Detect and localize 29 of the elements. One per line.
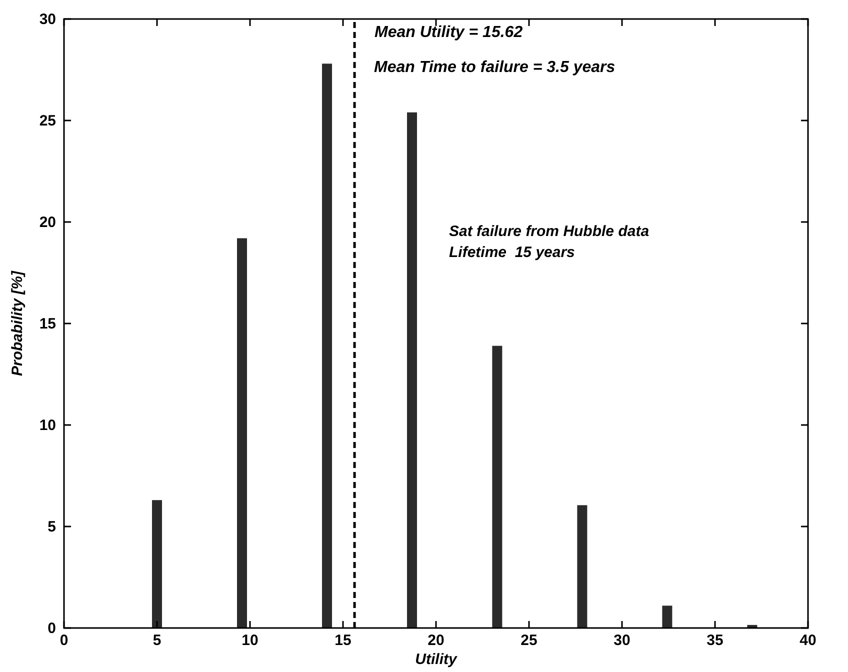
y-tick-label: 10 [39, 417, 56, 434]
y-tick-label: 25 [39, 112, 56, 130]
annotation: Lifetime 15 years [449, 244, 575, 261]
bar [152, 500, 162, 628]
y-tick-label: 30 [39, 11, 56, 28]
bar [322, 64, 332, 628]
x-tick-label: 35 [706, 632, 724, 649]
y-tick-label: 5 [48, 518, 56, 536]
bar [577, 505, 588, 628]
bar [492, 346, 502, 628]
y-axis-title: Probability [%] [9, 270, 26, 376]
x-tick-label: 0 [60, 632, 68, 649]
annotation: Sat failure from Hubble data [449, 223, 650, 240]
annotation: Mean Time to failure = 3.5 years [374, 59, 616, 76]
y-tick-label: 20 [39, 214, 56, 231]
x-tick-label: 20 [428, 632, 444, 649]
x-tick-label: 15 [334, 632, 352, 649]
bar [662, 606, 672, 628]
x-tick-label: 40 [800, 632, 816, 649]
bar [407, 112, 418, 628]
ref-line-label: Mean Utility = 15.62 [374, 24, 523, 41]
bar [237, 238, 247, 628]
x-tick-label: 5 [152, 632, 162, 649]
x-axis-title: Utility [415, 651, 458, 668]
y-tick-label: 0 [48, 620, 56, 637]
x-tick-label: 25 [520, 632, 538, 649]
x-tick-label: 10 [242, 632, 258, 649]
y-tick-label: 15 [39, 316, 56, 332]
x-tick-label: 30 [614, 632, 630, 649]
